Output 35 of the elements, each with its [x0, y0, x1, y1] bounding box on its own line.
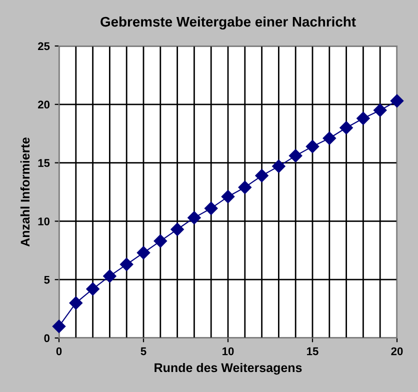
- chart-title: Gebremste Weitergabe einer Nachricht: [100, 16, 356, 30]
- point: [221, 190, 235, 204]
- y-tick-label: 5: [44, 276, 50, 284]
- point: [69, 296, 82, 310]
- point: [306, 140, 320, 154]
- y-tick-label: 10: [38, 217, 50, 226]
- point: [238, 180, 252, 194]
- x-axis-title: Runde des Weitersagens: [154, 362, 302, 375]
- x-tick-label: 5: [140, 347, 146, 356]
- point: [204, 202, 218, 215]
- point: [340, 121, 353, 134]
- x-tick-label: 15: [307, 347, 318, 356]
- point: [374, 104, 387, 117]
- y-tick-label: 0: [44, 334, 50, 342]
- point: [356, 112, 370, 126]
- point: [322, 132, 336, 145]
- point: [120, 258, 134, 272]
- point: [52, 320, 66, 333]
- point: [154, 234, 167, 248]
- y-tick-label: 20: [38, 100, 50, 109]
- y-tick-label: 25: [38, 42, 50, 50]
- point: [272, 160, 286, 173]
- x-tick-label: 10: [222, 347, 234, 356]
- point: [289, 149, 302, 162]
- point: [170, 222, 184, 236]
- point: [103, 270, 116, 283]
- point: [86, 282, 100, 296]
- x-tick-label: 20: [391, 347, 403, 356]
- y-tick-label: 15: [38, 159, 50, 167]
- point: [390, 94, 404, 108]
- point: [136, 246, 150, 260]
- y-axis-title: Anzahl Informierte: [20, 138, 30, 247]
- point: [188, 211, 201, 224]
- point: [255, 169, 268, 182]
- x-tick-label: 0: [56, 347, 62, 356]
